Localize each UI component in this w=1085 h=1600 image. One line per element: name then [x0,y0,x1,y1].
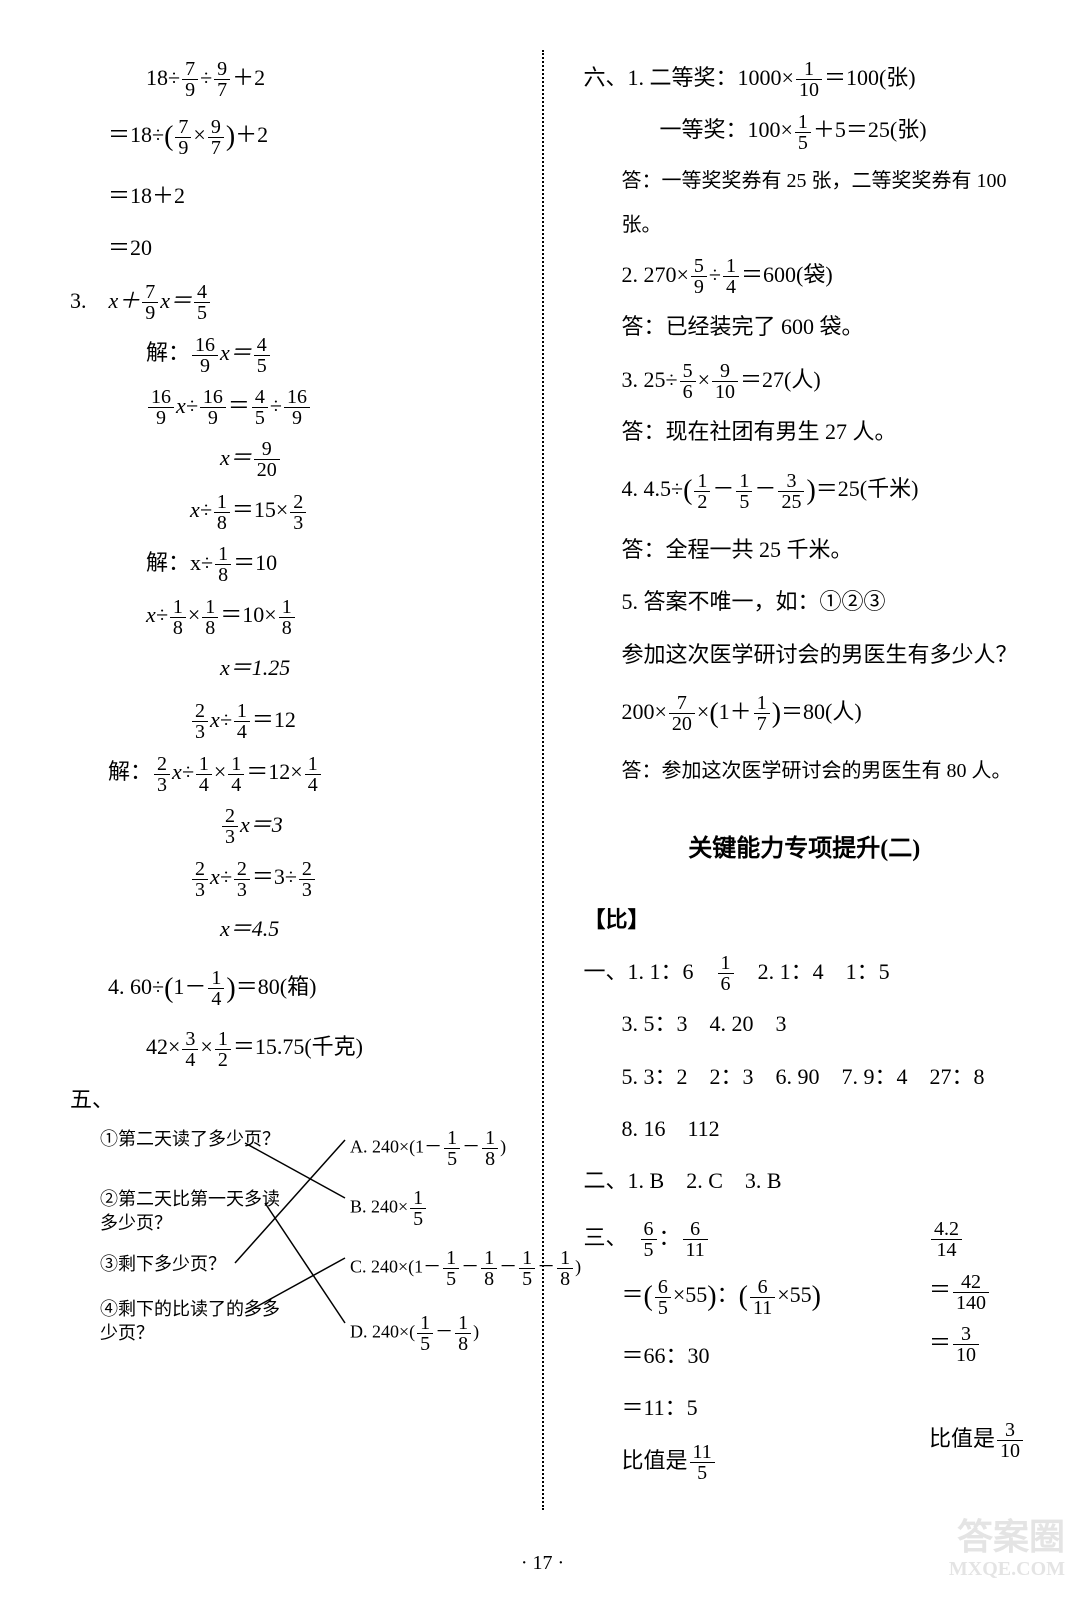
answer: 答：现在社团有男生 27 人。 [584,408,1026,456]
expr: 解：169x＝45 [70,329,512,377]
expr: ＝310 [929,1319,1025,1367]
answer: 答：全程一共 25 千米。 [584,526,1026,574]
expr: 18÷79÷97＋2 [70,54,512,102]
problem-3: 3. x＋79x＝45 [70,277,512,325]
left-column: 18÷79÷97＋2 ＝18÷(79×97)＋2 ＝18＋2 ＝20 3. x＋… [70,50,537,1510]
expr: 一等奖：100×15＋5＝25(张) [584,106,1026,154]
expr: x＝1.25 [70,644,512,692]
problem-4: 4. 60÷(1－14)＝80(箱) [70,958,512,1020]
expr: ＝20 [70,224,512,272]
page-number: · 17 · [0,1552,1085,1575]
answers-1: 5. 3：2 2：3 6. 90 7. 9：4 27：8 [584,1053,1026,1101]
right-column: 六、1. 二等奖：1000×110＝100(张) 一等奖：100×15＋5＝25… [549,50,1026,1510]
expr: 比值是310 [929,1415,1025,1463]
expr: 参加这次医学研讨会的男医生有多少人？ [584,631,1026,679]
expr: 23x÷14＝12 [70,696,512,744]
answers-1: 3. 5：3 4. 20 3 [584,1000,1026,1048]
expr: 4.214 [929,1214,1025,1262]
answers-3: 三、 65：611 ＝(65×55)：(611×55) ＝66：30 ＝11：5… [584,1210,1026,1489]
matching-lines [100,1128,512,1378]
expr: ＝11：5 [584,1384,869,1432]
expr: 3. 25÷56×910＝27(人) [584,356,1026,404]
expr: ＝66：30 [584,1332,869,1380]
section-6: 六、1. 二等奖：1000×110＝100(张) [584,54,1026,102]
expr: 169x÷169＝45÷169 [70,382,512,430]
expr: ＝18＋2 [70,172,512,220]
section-heading: 关键能力专项提升(二) [584,823,1026,876]
expr: ＝18÷(79×97)＋2 [70,106,512,168]
answers-1: 8. 16 112 [584,1105,1026,1153]
expr: x＝920 [70,434,512,482]
expr: 4. 4.5÷(12－15－325)＝25(千米) [584,460,1026,522]
expr: ＝(65×55)：(611×55) [584,1266,869,1328]
section-5: 五、 [70,1076,512,1124]
expr: x＝4.5 [70,905,512,953]
answers-2: 二、1. B 2. C 3. B [584,1157,1026,1205]
answers-1: 一、1. 1：6 16 2. 1：4 1：5 [584,948,1026,996]
expr: 三、 65：611 [584,1214,869,1262]
expr: 比值是115 [584,1437,869,1485]
expr: 解：23x÷14×14＝12×14 [70,748,512,796]
answer: 答：已经装完了 600 袋。 [584,303,1026,351]
expr: 23x＝3 [70,801,512,849]
answer: 答：参加这次医学研讨会的男医生有 80 人。 [584,749,1026,793]
expr: 200×720×(1＋17)＝80(人) [584,683,1026,745]
expr: 42×34×12＝15.75(千克) [70,1023,512,1071]
expr: 23x÷23＝3÷23 [70,853,512,901]
expr: 5. 答案不唯一，如：①②③ [584,578,1026,626]
subheading: 【比】 [584,896,1026,944]
expr: x÷18×18＝10×18 [70,591,512,639]
answer: 答：一等奖奖券有 25 张，二等奖奖券有 100 张。 [584,159,1026,247]
expr: ＝42140 [929,1266,1025,1314]
matching-diagram: ①第二天读了多少页？ ②第二天比第一天多读多少页？ ③剩下多少页？ ④剩下的比读… [100,1128,512,1378]
two-column-layout: 18÷79÷97＋2 ＝18÷(79×97)＋2 ＝18＋2 ＝20 3. x＋… [70,50,1025,1510]
expr: x÷18＝15×23 [70,486,512,534]
expr: 解：x÷18＝10 [70,539,512,587]
column-divider [542,50,544,1510]
expr: 2. 270×59÷14＝600(袋) [584,251,1026,299]
